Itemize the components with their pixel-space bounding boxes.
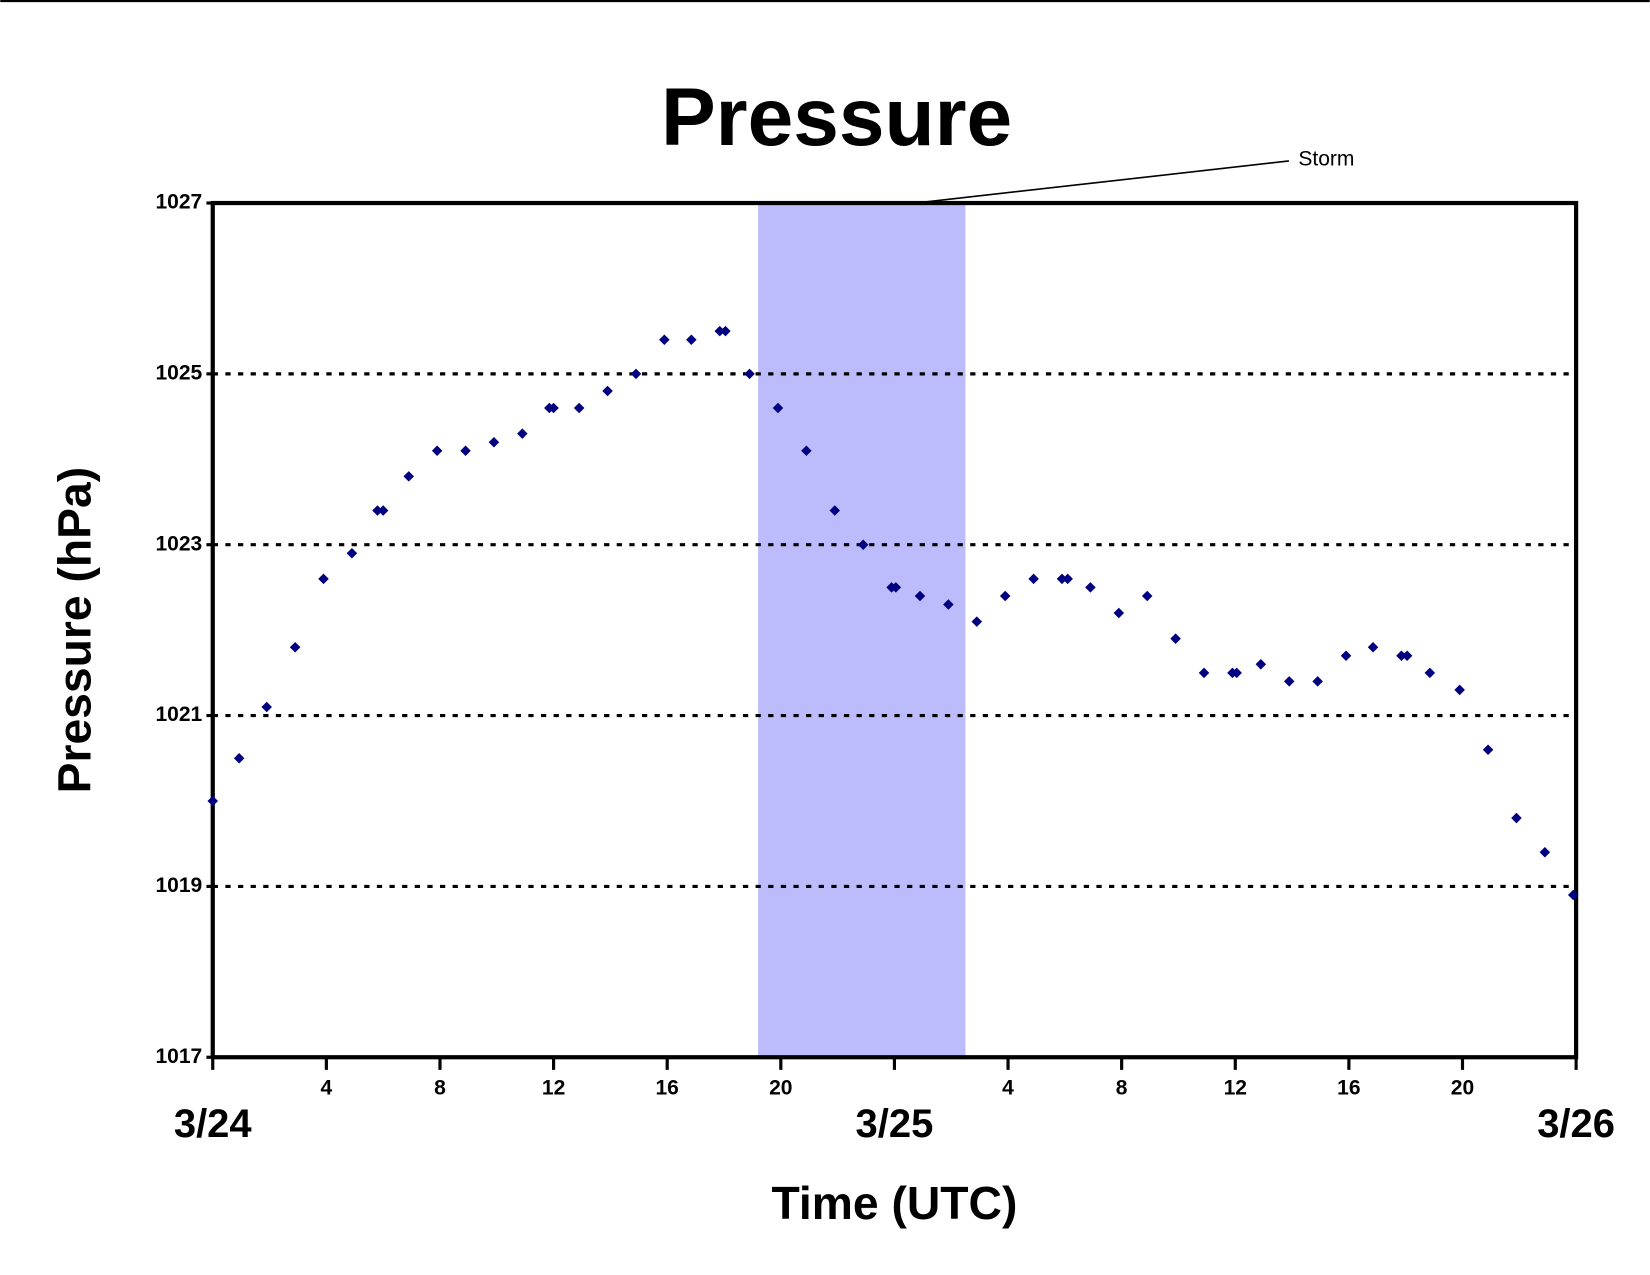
data-point: [829, 505, 841, 516]
data-point: [1231, 667, 1242, 679]
data-point: [1340, 650, 1352, 662]
data-point: [289, 641, 301, 653]
data-point: [772, 402, 784, 414]
x-axis-label: Time (UTC): [771, 1177, 1017, 1229]
data-point: [460, 445, 471, 457]
y-tick-label: 1025: [155, 361, 202, 384]
data-point: [1539, 846, 1551, 858]
y-tick-label: 1027: [155, 191, 202, 214]
data-point: [914, 590, 926, 602]
chart-title: Pressure: [661, 72, 1012, 163]
data-point: [1170, 633, 1181, 644]
data-point: [1424, 667, 1436, 679]
data-point: [431, 445, 443, 457]
data-point: [659, 334, 670, 345]
date-label: 3/25: [856, 1102, 934, 1146]
storm-layer: [758, 203, 966, 1058]
data-point: [1568, 889, 1579, 901]
data-point: [548, 402, 559, 414]
data-point: [318, 573, 329, 585]
data-point: [488, 436, 500, 448]
data-point: [1511, 812, 1522, 824]
data-point: [403, 471, 414, 482]
data-point: [346, 547, 358, 559]
data-point: [1062, 573, 1073, 585]
data-point: [801, 445, 812, 457]
data-point: [1085, 582, 1096, 593]
y-tick-label: 1021: [155, 703, 202, 726]
data-point: [999, 590, 1011, 602]
data-point: [207, 795, 219, 807]
data-point: [1028, 573, 1039, 585]
data-point: [1113, 607, 1125, 619]
data-point: [1283, 676, 1295, 687]
x-tick-label: 8: [1116, 1076, 1128, 1099]
data-point: [744, 368, 755, 380]
data-point: [1396, 650, 1407, 662]
data-point: [1401, 650, 1413, 662]
x-tick-label: 12: [1224, 1076, 1247, 1099]
data-point: [1255, 659, 1267, 670]
data-point: [630, 368, 642, 380]
grid-layer: [212, 372, 1577, 888]
y-tick-label: 1023: [155, 532, 202, 555]
data-point: [377, 505, 389, 516]
data-point: [573, 402, 585, 414]
data-point: [517, 428, 528, 439]
x-tick-label: 16: [1337, 1076, 1360, 1099]
data-point: [233, 753, 245, 764]
x-tick-label: 12: [542, 1076, 565, 1099]
x-tick-label: 20: [769, 1076, 792, 1099]
data-point: [602, 385, 613, 397]
y-tick-label: 1017: [155, 1045, 202, 1068]
data-point: [1454, 684, 1465, 696]
x-tick-label: 4: [1002, 1076, 1014, 1099]
y-tick-label: 1019: [155, 874, 202, 897]
data-point: [1141, 590, 1153, 602]
data-point: [1198, 667, 1210, 679]
date-label: 3/26: [1537, 1102, 1615, 1146]
storm-band: [758, 203, 966, 1058]
data-point: [372, 505, 383, 516]
data-point: [686, 334, 697, 345]
storm-pointer: [915, 160, 1290, 204]
data-point: [1312, 676, 1323, 687]
data-point: [720, 325, 731, 337]
date-label: 3/24: [174, 1102, 253, 1146]
data-point: [261, 701, 272, 713]
y-axis-label: Pressure (hPa): [48, 467, 100, 794]
data-point: [943, 599, 954, 610]
data-point: [890, 582, 902, 593]
x-tick-label: 16: [656, 1076, 679, 1099]
data-point: [971, 616, 983, 627]
data-point: [1482, 744, 1494, 755]
x-tick-label: 8: [434, 1076, 446, 1099]
data-point: [1367, 641, 1379, 653]
storm-label: Storm: [1298, 147, 1354, 170]
x-tick-label: 4: [321, 1076, 333, 1099]
x-tick-label: 20: [1451, 1076, 1474, 1099]
